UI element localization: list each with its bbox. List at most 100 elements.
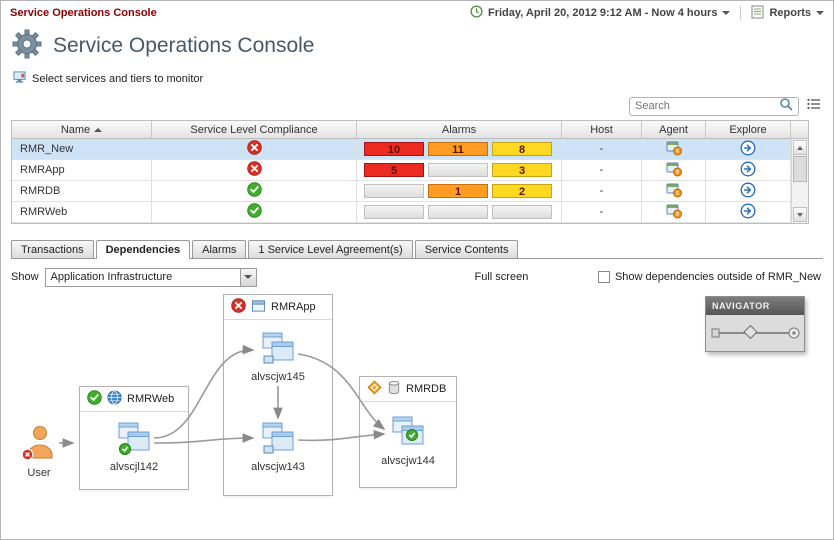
zoom-slider[interactable] xyxy=(706,315,804,351)
table-row[interactable]: RMRApp 5 3 - xyxy=(12,160,808,181)
agent-icon[interactable] xyxy=(666,203,682,222)
alarm-count-critical[interactable]: 10 xyxy=(364,142,424,156)
tab-dependencies[interactable]: Dependencies xyxy=(95,240,191,259)
group-header: RMRApp xyxy=(224,295,332,320)
navigator-panel[interactable]: NAVIGATOR xyxy=(705,296,805,352)
clock-icon xyxy=(470,5,483,21)
show-dropdown[interactable]: Application Infrastructure xyxy=(44,267,257,287)
column-header-compliance[interactable]: Service Level Compliance xyxy=(152,121,357,138)
table-scrollbar[interactable] xyxy=(791,139,808,223)
node-label: alvscjw144 xyxy=(381,455,435,467)
chevron-down-icon[interactable] xyxy=(816,11,824,15)
explore-icon[interactable] xyxy=(740,202,756,222)
host-value: - xyxy=(562,181,642,201)
group-rmrweb[interactable]: RMRWeb alvscjl142 xyxy=(79,386,189,490)
agent-icon[interactable] xyxy=(666,161,682,180)
host-node[interactable]: alvscjw143 xyxy=(224,420,332,473)
subtitle-row: Select services and tiers to monitor xyxy=(13,71,833,87)
alarm-count-critical[interactable] xyxy=(364,205,424,219)
group-rmrapp[interactable]: RMRApp alvscjw145 xyxy=(223,294,333,496)
node-label: alvscjl142 xyxy=(109,461,159,473)
search-icon[interactable] xyxy=(779,97,793,116)
column-header-alarms[interactable]: Alarms xyxy=(357,121,562,138)
host-node[interactable]: alvscjw145 xyxy=(224,330,332,383)
alarm-count-minor[interactable]: 8 xyxy=(492,142,552,156)
service-name[interactable]: RMRDB xyxy=(12,181,152,201)
topbar-right: Friday, April 20, 2012 9:12 AM - Now 4 h… xyxy=(470,5,824,22)
full-screen-link[interactable]: Full screen xyxy=(474,271,529,283)
agent-icon[interactable] xyxy=(666,182,682,201)
service-name[interactable]: RMR_New xyxy=(12,139,152,159)
host-value: - xyxy=(562,160,642,180)
tab-bar: Transactions Dependencies Alarms 1 Servi… xyxy=(11,239,823,259)
reports-menu[interactable]: Reports xyxy=(769,7,811,19)
search-input[interactable] xyxy=(635,100,779,112)
tab-service-contents[interactable]: Service Contents xyxy=(414,240,519,258)
tab-transactions[interactable]: Transactions xyxy=(11,240,94,258)
table-header-row: Name Service Level Compliance Alarms Hos… xyxy=(12,121,808,139)
agent-icon[interactable] xyxy=(666,140,682,159)
alarm-count-major[interactable]: 11 xyxy=(428,142,488,156)
user-node[interactable]: User xyxy=(15,424,63,479)
application-icon xyxy=(251,299,266,316)
status-ok-icon xyxy=(87,390,102,408)
tab-service-level-agreements[interactable]: 1 Service Level Agreement(s) xyxy=(248,240,413,258)
alarm-count-major[interactable] xyxy=(428,163,488,177)
node-label: alvscjw143 xyxy=(251,461,305,473)
scroll-down-button[interactable] xyxy=(793,207,807,222)
group-header: RMRWeb xyxy=(80,387,188,412)
group-name: RMRDB xyxy=(406,383,447,395)
outside-dependencies-toggle[interactable]: Show dependencies outside of RMR_New xyxy=(597,271,821,283)
host-value: - xyxy=(562,202,642,222)
checkbox-label: Show dependencies outside of RMR_New xyxy=(614,271,821,283)
table-row[interactable]: RMRWeb - xyxy=(12,202,808,223)
breadcrumb[interactable]: Service Operations Console xyxy=(10,7,157,19)
alarm-count-critical[interactable]: 5 xyxy=(364,163,424,177)
column-header-name[interactable]: Name xyxy=(12,121,152,138)
explore-icon[interactable] xyxy=(740,139,756,159)
globe-icon xyxy=(107,390,122,408)
explore-icon[interactable] xyxy=(740,160,756,180)
scroll-up-button[interactable] xyxy=(793,140,807,155)
tab-alarms[interactable]: Alarms xyxy=(192,240,247,258)
alarm-count-major[interactable]: 1 xyxy=(428,184,488,198)
host-node[interactable]: alvscjl142 xyxy=(80,420,188,473)
checkbox[interactable] xyxy=(597,271,610,283)
service-name[interactable]: RMRWeb xyxy=(12,202,152,222)
show-dropdown-value: Application Infrastructure xyxy=(50,271,173,283)
host-node[interactable]: alvscjw144 xyxy=(360,414,456,467)
subtitle-text: Select services and tiers to monitor xyxy=(32,73,204,85)
alarm-count-minor[interactable]: 2 xyxy=(492,184,552,198)
time-range-selector[interactable]: Friday, April 20, 2012 9:12 AM - Now 4 h… xyxy=(488,7,718,19)
alarm-count-critical[interactable] xyxy=(364,184,424,198)
database-icon xyxy=(387,380,401,398)
server-icon xyxy=(118,422,150,455)
column-header-explore[interactable]: Explore xyxy=(706,121,791,138)
divider xyxy=(740,6,742,20)
search-box[interactable] xyxy=(629,96,799,116)
column-header-host[interactable]: Host xyxy=(562,121,642,138)
show-label: Show xyxy=(11,271,39,283)
service-name[interactable]: RMRApp xyxy=(12,160,152,180)
dropdown-button[interactable] xyxy=(239,268,256,286)
reports-icon xyxy=(751,5,764,22)
table-row[interactable]: RMR_New 10 11 8 - xyxy=(12,139,808,160)
scrollbar-thumb[interactable] xyxy=(793,156,807,182)
alarm-count-minor[interactable] xyxy=(492,205,552,219)
view-options-icon[interactable] xyxy=(807,97,821,115)
group-rmrdb[interactable]: RMRDB alvscjw144 xyxy=(359,376,457,488)
monitor-icon xyxy=(13,71,26,87)
chevron-down-icon[interactable] xyxy=(722,11,731,15)
group-header: RMRDB xyxy=(360,377,456,402)
table-row[interactable]: RMRDB 1 2 - xyxy=(12,181,808,202)
explore-icon[interactable] xyxy=(740,181,756,201)
column-header-agent[interactable]: Agent xyxy=(642,121,706,138)
navigator-title: NAVIGATOR xyxy=(706,297,804,315)
compliance-ok-icon xyxy=(246,182,262,200)
alarm-count-minor[interactable]: 3 xyxy=(492,163,552,177)
services-table: Name Service Level Compliance Alarms Hos… xyxy=(11,120,809,224)
server-icon xyxy=(392,416,424,445)
alarm-count-major[interactable] xyxy=(428,205,488,219)
status-error-icon xyxy=(231,298,246,316)
